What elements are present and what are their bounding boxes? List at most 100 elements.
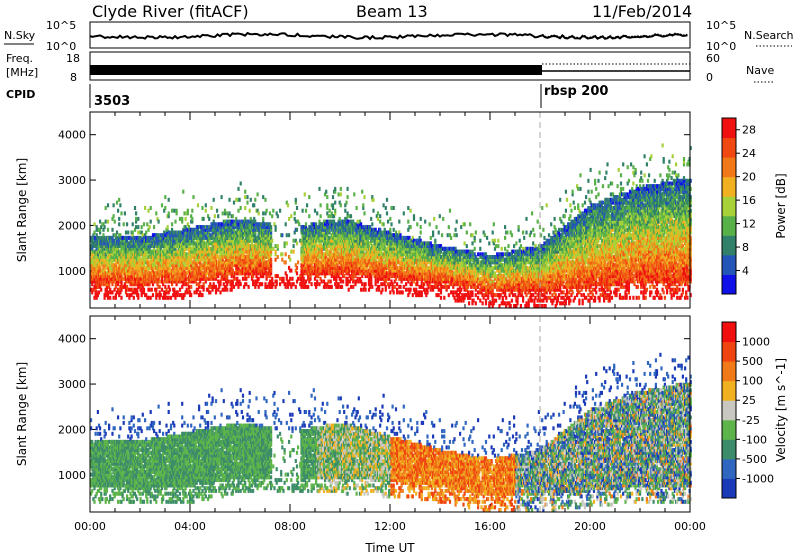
heatmap-cell <box>295 285 297 289</box>
heatmap-cell <box>146 222 148 226</box>
y-tick-label: 3000 <box>58 174 86 187</box>
heatmap-cell <box>244 206 246 210</box>
heatmap-cell <box>296 271 298 275</box>
heatmap-cell <box>98 290 100 294</box>
heatmap-cell <box>347 195 349 199</box>
heatmap-cell <box>293 250 295 254</box>
heatmap-cell <box>316 211 318 215</box>
heatmap-cell <box>245 282 247 286</box>
heatmap-cell <box>334 201 336 205</box>
heatmap-cell <box>379 214 381 218</box>
heatmap-cell <box>93 222 95 226</box>
heatmap-cell <box>168 211 170 215</box>
heatmap-cell <box>252 280 254 284</box>
heatmap-cell <box>120 211 122 215</box>
heatmap-cell <box>296 228 298 232</box>
heatmap-cell <box>192 195 194 199</box>
heatmap-cell <box>143 288 145 292</box>
heatmap-cell <box>151 288 153 292</box>
heatmap-cell <box>179 288 181 292</box>
cpid-start: 3503 <box>94 94 130 109</box>
heatmap-cell <box>279 209 281 213</box>
heatmap-cell <box>161 288 163 292</box>
heatmap-cell <box>236 277 238 281</box>
heatmap-cell <box>330 280 332 284</box>
heatmap-cell <box>360 288 362 292</box>
heatmap-cell <box>114 220 116 224</box>
heatmap-cell <box>156 293 158 297</box>
heatmap-cell <box>210 206 212 210</box>
heatmap-cell <box>296 241 298 245</box>
heatmap-cell <box>315 222 317 226</box>
heatmap-cell <box>325 190 327 194</box>
heatmap-cell <box>284 241 286 245</box>
heatmap-cell <box>305 222 307 226</box>
heatmap-cell <box>170 296 172 300</box>
heatmap-cell <box>279 277 281 281</box>
heatmap-cell <box>150 206 152 210</box>
heatmap-cell <box>275 225 277 229</box>
heatmap-cell <box>302 209 304 213</box>
heatmap-cell <box>201 293 203 297</box>
heatmap-cell <box>113 296 115 300</box>
heatmap-cell <box>318 187 320 191</box>
heatmap-cell <box>201 206 203 210</box>
nave-label: Nave <box>746 64 774 77</box>
heatmap-cell <box>249 209 251 213</box>
heatmap-cell <box>190 285 192 289</box>
heatmap-cell <box>332 203 334 207</box>
heatmap-cell <box>149 288 151 292</box>
heatmap-cell <box>372 209 374 213</box>
heatmap-cell <box>244 190 246 194</box>
heatmap-cell <box>205 209 207 213</box>
heatmap-cell <box>125 231 127 235</box>
nave-tick-top: 60 <box>706 52 720 65</box>
heatmap-cell <box>326 195 328 199</box>
heatmap-cell <box>113 203 115 207</box>
chart-title: Clyde River (fitACF) <box>92 2 249 21</box>
heatmap-cell <box>372 198 374 202</box>
heatmap-cell <box>228 198 230 202</box>
heatmap-cell <box>352 285 354 289</box>
heatmap-cell <box>262 217 264 221</box>
heatmap-cell <box>331 285 333 289</box>
heatmap-cell <box>286 241 288 245</box>
heatmap-cell <box>152 293 154 297</box>
heatmap-cell <box>258 277 260 281</box>
heatmap-cell <box>219 290 221 294</box>
heatmap-cell <box>350 285 352 289</box>
heatmap-cell <box>116 201 118 205</box>
heatmap-cell <box>250 198 252 202</box>
heatmap-cell <box>262 211 264 215</box>
heatmap-cell <box>118 198 120 202</box>
heatmap-cell <box>326 203 328 207</box>
heatmap-cell <box>286 274 288 278</box>
heatmap-cell <box>293 282 295 286</box>
heatmap-cell <box>183 211 185 215</box>
heatmap-cell <box>340 187 342 191</box>
heatmap-cell <box>203 282 205 286</box>
heatmap-cell <box>377 211 379 215</box>
heatmap-cell <box>281 258 283 262</box>
heatmap-cell <box>100 288 102 292</box>
heatmap-cell <box>290 250 292 254</box>
heatmap-cell <box>290 214 292 218</box>
heatmap-cell <box>194 290 196 294</box>
heatmap-cell <box>275 258 277 262</box>
heatmap-cell <box>285 252 287 256</box>
heatmap-cell <box>338 192 340 196</box>
beam-label: Beam 13 <box>356 2 428 21</box>
heatmap-cell <box>307 285 309 289</box>
heatmap-cell <box>177 290 179 294</box>
heatmap-cell <box>291 277 293 281</box>
heatmap-cell <box>279 282 281 286</box>
heatmap-cell <box>381 288 383 292</box>
heatmap-cell <box>240 182 242 186</box>
heatmap-cell <box>227 280 229 284</box>
heatmap-cell <box>320 203 322 207</box>
heatmap-cell <box>132 231 134 235</box>
heatmap-cell <box>340 203 342 207</box>
heatmap-cell <box>275 250 277 254</box>
heatmap-cell <box>141 225 143 229</box>
heatmap-cell <box>272 282 274 286</box>
